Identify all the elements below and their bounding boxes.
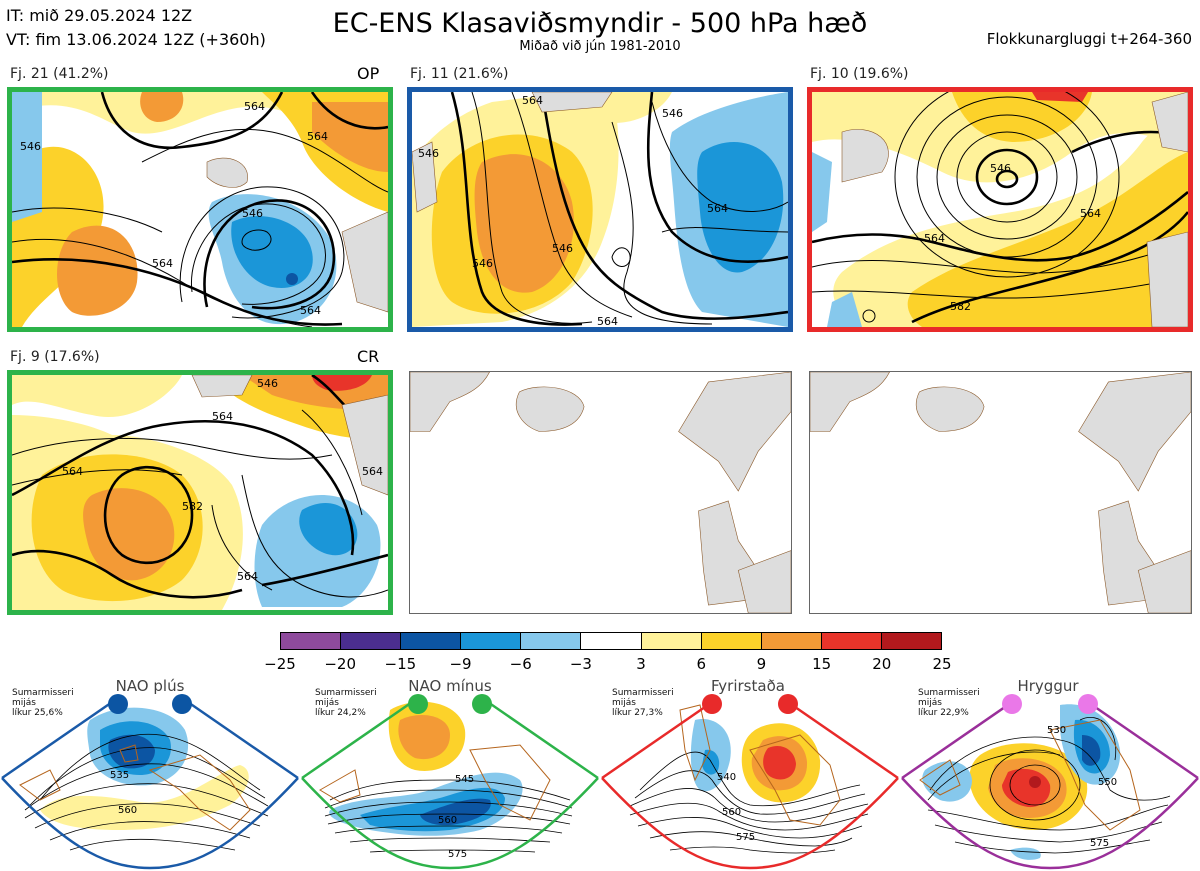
colorbar-tick-label: 20	[872, 655, 892, 673]
contour-label: 550	[1098, 777, 1117, 788]
page-subtitle: Miðað við jún 1981-2010	[519, 39, 681, 54]
colorbar-tick-label: 6	[696, 655, 707, 673]
regime-1-dot-left	[108, 694, 128, 714]
colorbar-segment	[401, 633, 462, 649]
contour-label: 535	[110, 770, 129, 781]
contour-label: 564	[237, 570, 258, 583]
regime-3-title: Fyrirstaða	[711, 677, 785, 695]
contour-label: 546	[472, 257, 493, 270]
cluster-map-2: 546 564 546 546 564 564 546	[407, 87, 793, 332]
contour-label: 546	[662, 107, 683, 120]
contour-label: 582	[950, 300, 971, 313]
regime-map-nao-plus: 535 560	[0, 690, 300, 870]
contour-label: 575	[1090, 838, 1109, 849]
contour-label: 582	[182, 500, 203, 513]
contour-label: 545	[455, 774, 474, 785]
contour-label: 546	[418, 147, 439, 160]
colorbar-segment	[701, 633, 762, 649]
contour-label: 575	[736, 832, 755, 843]
regime-1-note: Sumarmisseri mijás líkur 25,6%	[12, 688, 74, 718]
colorbar-tick-label: 9	[756, 655, 767, 673]
colorbar-tick-label: −6	[509, 655, 532, 673]
cluster-4-tag: CR	[357, 347, 380, 366]
page-title: EC-ENS Klasaviðsmyndir - 500 hPa hæð	[332, 8, 868, 39]
contour-label: 546	[990, 162, 1011, 175]
regime-2-dot-right	[472, 694, 492, 714]
contour-label: 560	[438, 815, 457, 826]
cluster-1-tag: OP	[357, 64, 380, 83]
contour-label: 564	[1080, 207, 1101, 220]
colorbar-tick-label: 3	[636, 655, 646, 673]
contour-label: 564	[307, 130, 328, 143]
colorbar-tick-label: −25	[264, 655, 296, 673]
colorbar-tick-label: −20	[324, 655, 356, 673]
colorbar-segment	[341, 633, 402, 649]
header-left: IT: mið 29.05.2024 12Z VT: fim 13.06.202…	[6, 4, 266, 52]
regime-2-dot-left	[408, 694, 428, 714]
colorbar-tick-label: −3	[569, 655, 592, 673]
colorbar-segment	[461, 633, 522, 649]
contour-label: 564	[362, 465, 383, 478]
init-time: IT: mið 29.05.2024 12Z	[6, 6, 193, 25]
contour-label: 564	[522, 94, 543, 107]
regime-map-ridge: 530 550 575	[900, 690, 1200, 870]
colorbar-segment	[641, 633, 702, 649]
cluster-map-3: 546 564 564 582	[807, 87, 1193, 332]
colorbar-tick-label: −9	[449, 655, 472, 673]
contour-label: 564	[62, 465, 83, 478]
empty-map-2	[809, 371, 1192, 614]
contour-label: 564	[707, 202, 728, 215]
colorbar-segment	[761, 633, 822, 649]
cluster-1-label: Fj. 21 (41.2%)	[10, 66, 109, 82]
cluster-3-label: Fj. 10 (19.6%)	[810, 66, 909, 82]
colorbar-tick-label: 15	[812, 655, 832, 673]
regime-4-dot-left	[1002, 694, 1022, 714]
contour-label: 564	[212, 410, 233, 423]
contour-label: 546	[20, 140, 41, 153]
colorbar-segment	[581, 633, 642, 649]
regime-3-dot-right	[778, 694, 798, 714]
regime-3-note: Sumarmisseri mijás líkur 27,3%	[612, 688, 674, 718]
contour-label: 546	[242, 207, 263, 220]
colorbar-segment	[521, 633, 582, 649]
colorbar-segment	[881, 633, 942, 649]
regime-2-title: NAO mínus	[408, 677, 492, 695]
contour-label: 564	[152, 257, 173, 270]
regime-4-title: Hryggur	[1017, 677, 1079, 695]
cluster-4-label: Fj. 9 (17.6%)	[10, 349, 100, 365]
colorbar-tick-label: 25	[932, 655, 952, 673]
contour-label: 564	[597, 315, 618, 327]
contour-label: 540	[717, 772, 736, 783]
regime-3-dot-left	[702, 694, 722, 714]
colorbar	[280, 632, 942, 650]
regime-1-dot-right	[172, 694, 192, 714]
contour-label: 530	[1047, 725, 1066, 736]
contour-label: 560	[118, 805, 137, 816]
contour-label: 564	[300, 304, 321, 317]
cluster-2-label: Fj. 11 (21.6%)	[410, 66, 509, 82]
colorbar-tick-label: −15	[384, 655, 417, 673]
empty-map-1	[409, 371, 792, 614]
contour-label: 546	[257, 377, 278, 390]
contour-label: 560	[722, 807, 741, 818]
cluster-map-4: 546 564 564 582 564 564	[7, 370, 393, 615]
colorbar-segment	[821, 633, 882, 649]
valid-time: VT: fim 13.06.2024 12Z (+360h)	[6, 30, 266, 49]
classification-window: Flokkunargluggi t+264-360	[986, 30, 1192, 48]
colorbar-segment	[281, 633, 342, 649]
contour-label: 564	[924, 232, 945, 245]
regime-1-title: NAO plús	[115, 677, 185, 695]
regime-4-dot-right	[1078, 694, 1098, 714]
contour-label: 575	[448, 849, 467, 860]
contour-label: 564	[244, 100, 265, 113]
contour-label: 546	[552, 242, 573, 255]
regime-map-blocking: 540 560 575	[600, 690, 900, 870]
regime-map-nao-minus: 545 560 575	[300, 690, 600, 870]
regime-2-note: Sumarmisseri mijás líkur 24,2%	[315, 688, 377, 718]
cluster-map-1: 546 564 564 546 564 564	[7, 87, 393, 332]
regime-4-note: Sumarmisseri mijás líkur 22,9%	[918, 688, 980, 718]
